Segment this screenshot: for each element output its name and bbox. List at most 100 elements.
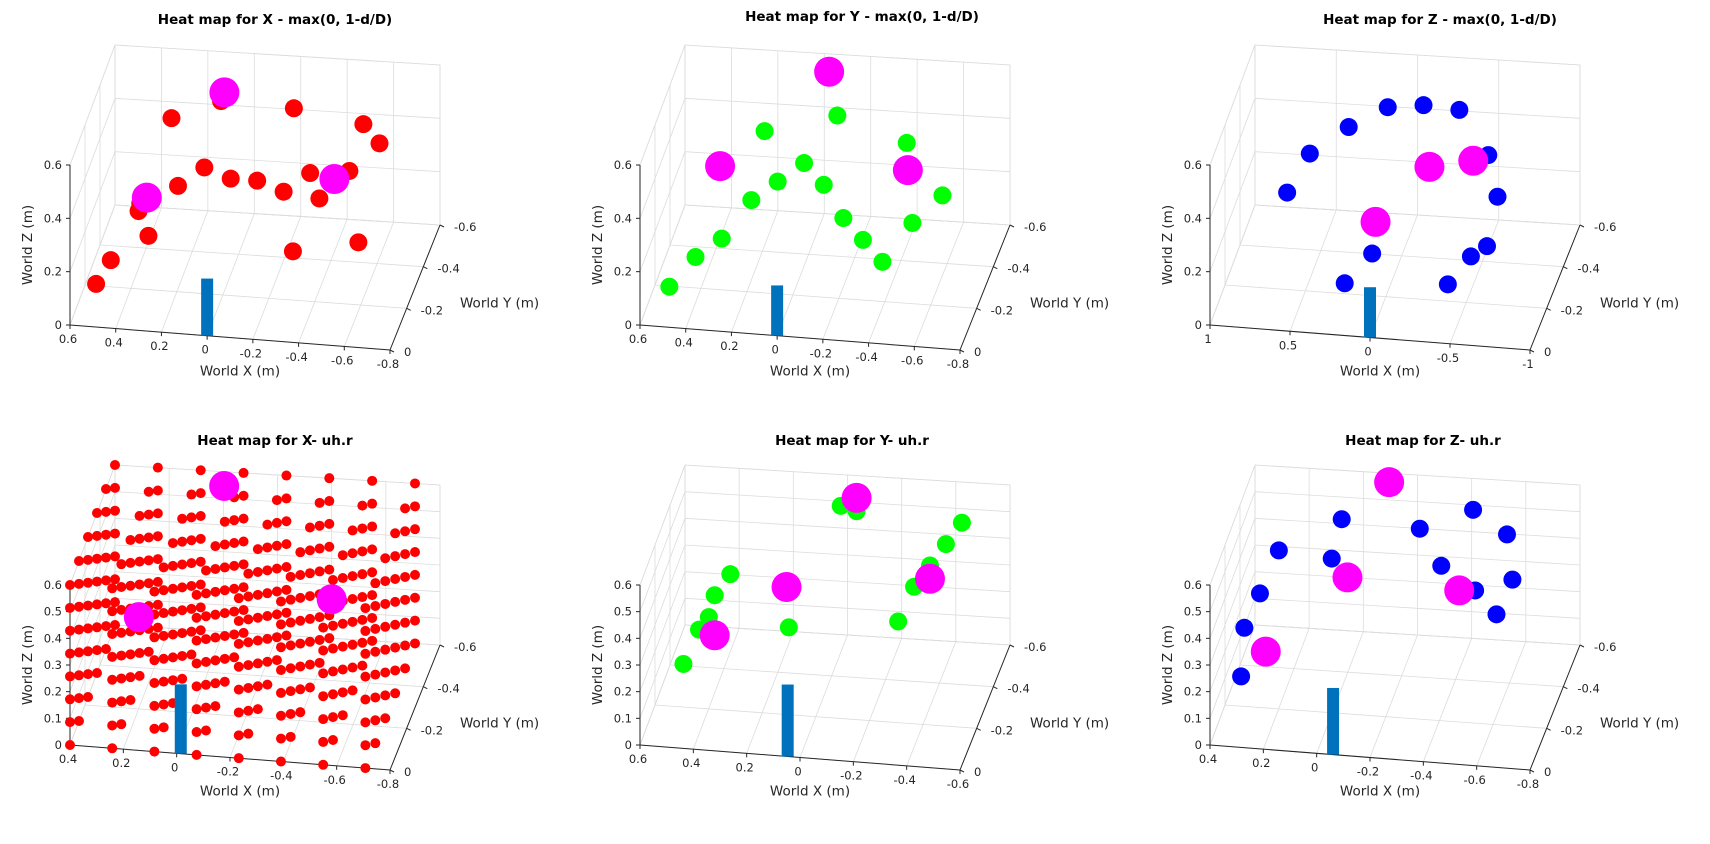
z-tick-label: 0.1 [44,711,62,725]
grid-line [669,244,994,268]
grid-line [868,219,918,344]
magenta-marker [1360,206,1391,237]
grid-line [1476,641,1527,766]
data-point [304,659,315,670]
grid-line [343,221,394,347]
data-point [74,601,84,612]
x-tick-label: -0.2 [240,346,262,360]
data-point [304,591,315,602]
grid-line [206,213,255,336]
z-axis-label: World Z (m) [590,205,606,285]
data-point [828,106,847,125]
data-point [324,473,335,484]
data-point [370,134,389,153]
data-point [367,475,378,486]
data-point [367,498,378,509]
data-point [143,578,154,589]
data-point [107,651,118,662]
y-tick-label: -0.4 [437,262,459,276]
data-point [134,670,145,681]
data-point [177,582,188,593]
data-point [347,548,358,559]
data-point [229,560,240,571]
data-point [252,704,263,715]
data-point [1414,96,1433,115]
data-point [755,122,774,141]
data-point [318,645,329,656]
data-point [301,164,320,183]
z-tick-label: 0.6 [44,158,62,172]
data-point [274,182,293,201]
data-point [125,695,136,706]
y-tick-mark [423,686,428,690]
data-point [834,209,853,228]
data-point [233,684,244,695]
data-point [219,630,230,641]
back-plane [684,44,1011,226]
z-tick-label: 0 [55,738,62,752]
data-point [686,247,705,266]
data-point [200,725,211,736]
data-point [238,490,249,501]
data-point [101,529,111,540]
data-point [167,675,178,686]
data-point [134,533,145,544]
z-tick-label: 0.6 [1184,578,1202,592]
data-point [219,562,230,573]
data-point [337,710,348,721]
data-point [936,535,955,554]
data-point [107,720,118,731]
grid-line [1209,464,1581,586]
x-tick-label: -0.8 [377,777,399,791]
y-tick-label: -0.2 [1561,723,1583,737]
data-point [229,629,240,640]
y-tick-label: 0 [1544,345,1551,359]
x-tick-label: -0.6 [323,773,345,787]
data-point [357,614,368,625]
data-point [410,615,420,626]
grid-line [1209,44,1581,166]
data-point [295,661,306,672]
data-point [367,635,378,646]
data-point [158,699,169,710]
data-point [158,676,169,687]
data-point [262,611,273,622]
y-tick-mark [1546,307,1551,311]
x-tick-label: 0 [771,343,778,357]
data-point [177,513,188,524]
data-point [304,522,315,533]
data-point [275,665,286,676]
y-axis-label: World Y (m) [1600,296,1679,312]
data-point [1269,541,1288,560]
y-tick-label: -0.2 [421,723,443,737]
data-point [143,486,154,497]
data-point [360,740,371,751]
data-point [390,596,401,607]
data-point [229,515,240,526]
grid-line [1289,209,1337,332]
data-point [390,688,401,699]
grid-line [1209,151,1581,272]
data-point [390,551,401,562]
data-point [74,647,84,658]
data-point [238,605,249,616]
x-tick-label: -0.2 [810,346,832,360]
data-point [243,728,254,739]
data-point [933,186,952,205]
grid-line [746,631,794,754]
data-point [281,561,292,572]
y-tick-mark [1009,224,1015,228]
data-point [65,671,75,682]
data-point [219,539,230,550]
z-tick-label: 0 [625,318,632,332]
data-point [318,668,329,679]
data-point [262,588,273,599]
data-point [347,639,358,650]
data-point [229,606,240,617]
x-tick-label: 0 [201,343,208,357]
data-point [83,646,93,657]
grid-line [639,571,1011,692]
data-point [380,621,391,632]
data-point [186,580,197,591]
data-point [1464,500,1483,519]
